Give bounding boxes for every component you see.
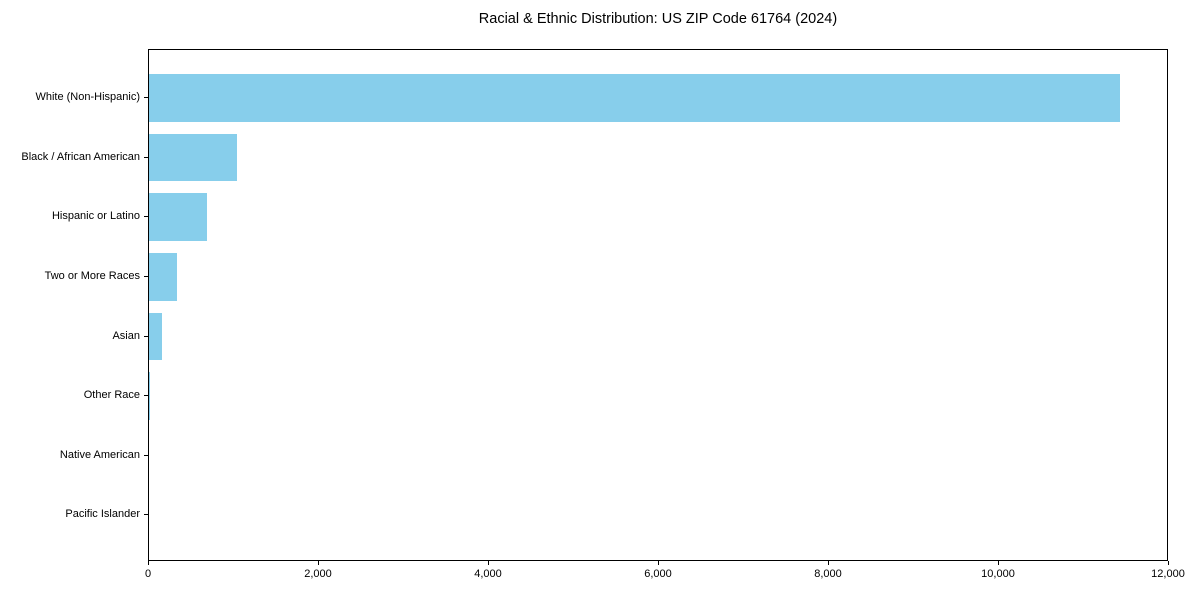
x-tick-label: 4,000: [474, 568, 502, 580]
x-tick-label: 2,000: [304, 568, 332, 580]
x-tick: [1168, 561, 1169, 565]
x-tick-label: 6,000: [644, 568, 672, 580]
x-tick-label: 10,000: [981, 568, 1015, 580]
bar: [149, 253, 178, 301]
y-tick-label: Black / African American: [21, 150, 140, 163]
x-tick-label: 12,000: [1151, 568, 1185, 580]
y-tick: [144, 335, 148, 337]
y-tick: [144, 156, 148, 158]
y-tick-label: Other Race: [83, 389, 140, 402]
y-tick-label: Hispanic or Latino: [51, 210, 140, 223]
y-tick-label: White (Non-Hispanic): [35, 91, 140, 103]
y-tick-label: Two or More Races: [44, 269, 140, 282]
x-tick-label: 0: [144, 568, 152, 580]
y-tick: [144, 454, 148, 456]
y-tick-label: Asian: [112, 329, 140, 342]
bar: [149, 133, 238, 182]
chart-title: Racial & Ethnic Distribution: US ZIP Cod…: [478, 11, 838, 27]
x-tick-label: 8,000: [814, 568, 842, 580]
x-tick: [998, 561, 999, 565]
plot-area: [148, 49, 1168, 561]
y-tick: [144, 216, 148, 218]
x-tick: [488, 561, 489, 565]
y-tick: [144, 514, 148, 516]
bar: [149, 372, 151, 420]
y-tick-label: Native American: [59, 448, 140, 461]
bar: [149, 74, 1120, 122]
y-tick: [144, 275, 148, 277]
x-tick: [318, 561, 319, 565]
y-tick: [144, 395, 148, 397]
x-tick: [148, 561, 149, 565]
bar: [149, 193, 207, 242]
y-tick: [144, 97, 148, 98]
y-tick-label: Pacific Islander: [65, 508, 140, 521]
x-tick: [658, 561, 659, 565]
x-tick: [828, 561, 829, 565]
bar: [149, 312, 163, 361]
